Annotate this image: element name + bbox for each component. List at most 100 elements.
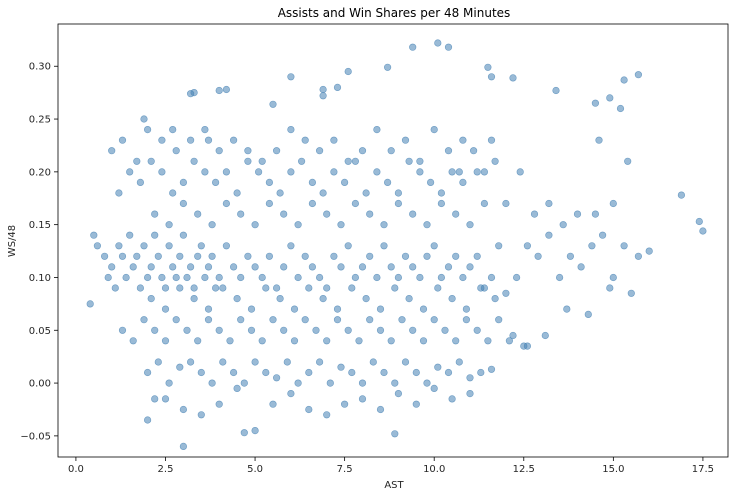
data-point (129, 337, 137, 345)
data-point (423, 221, 431, 229)
data-point (319, 295, 327, 303)
data-point (416, 273, 424, 282)
data-point (154, 358, 162, 366)
data-point (566, 252, 575, 260)
data-point (265, 199, 274, 208)
data-point (588, 242, 596, 250)
data-point (165, 242, 173, 250)
data-point (505, 337, 514, 345)
data-point (401, 252, 410, 260)
data-point (140, 242, 148, 250)
data-point (187, 358, 195, 366)
data-point (430, 242, 438, 250)
data-point (169, 189, 177, 197)
data-point (108, 147, 116, 155)
data-point (466, 374, 474, 382)
data-point (591, 210, 600, 218)
data-point (176, 252, 184, 260)
data-point (387, 337, 395, 345)
data-point (126, 231, 134, 239)
data-point (222, 85, 230, 94)
data-point (376, 326, 385, 334)
data-point (301, 316, 309, 324)
y-tick-label: 0.25 (29, 115, 51, 126)
data-point (179, 231, 187, 239)
data-point (319, 92, 327, 100)
data-point (480, 199, 489, 208)
data-point (473, 326, 481, 334)
data-point (308, 199, 317, 208)
data-point (219, 284, 227, 292)
data-point (323, 411, 331, 419)
data-point (176, 363, 184, 371)
data-point (358, 147, 367, 155)
data-point (337, 363, 345, 371)
data-point (255, 168, 263, 176)
data-point (151, 231, 159, 239)
data-point (222, 199, 230, 208)
data-point (287, 126, 295, 134)
data-point (484, 63, 492, 71)
data-point (491, 295, 499, 303)
data-point (144, 273, 152, 282)
data-point (337, 263, 345, 271)
data-point (330, 136, 338, 144)
x-tick-label: 7.5 (337, 464, 353, 475)
data-point (437, 199, 446, 208)
data-point (265, 178, 274, 186)
data-point (276, 189, 284, 197)
data-point (330, 252, 338, 260)
data-point (204, 263, 213, 271)
data-point (233, 295, 241, 303)
data-point (459, 136, 467, 144)
data-point (258, 337, 266, 345)
data-point (151, 326, 159, 334)
y-tick-label: −0.05 (20, 431, 51, 442)
data-point (401, 358, 410, 366)
data-point (491, 157, 499, 165)
data-point (434, 363, 442, 371)
data-point (258, 157, 266, 165)
data-point (280, 263, 288, 271)
data-point (251, 427, 259, 435)
x-tick-label: 0.0 (68, 464, 84, 475)
data-point (204, 136, 213, 144)
data-point (409, 263, 417, 271)
data-point (118, 136, 127, 144)
data-point (136, 178, 144, 186)
data-point (351, 273, 360, 282)
data-point (244, 147, 252, 155)
points-layer (86, 39, 707, 451)
data-point (111, 284, 119, 292)
data-point (219, 358, 227, 366)
data-point (305, 284, 313, 292)
x-tick-label: 17.5 (692, 464, 714, 475)
data-point (179, 405, 187, 414)
data-point (394, 390, 403, 398)
data-point (391, 430, 399, 438)
data-point (366, 210, 374, 218)
data-point (251, 263, 259, 271)
data-point (201, 126, 209, 134)
data-point (144, 368, 152, 377)
data-point (620, 242, 628, 250)
data-point (140, 115, 148, 123)
data-point (133, 252, 141, 260)
data-point (620, 76, 628, 84)
data-point (190, 157, 198, 165)
data-point (470, 147, 478, 155)
data-point (409, 326, 417, 334)
data-point (151, 395, 159, 403)
data-point (215, 273, 223, 282)
data-point (165, 221, 173, 229)
data-point (606, 94, 614, 102)
data-point (323, 337, 331, 345)
data-point (455, 168, 463, 176)
data-point (233, 189, 241, 197)
data-point (126, 168, 134, 176)
data-point (201, 273, 209, 282)
data-point (477, 284, 485, 292)
data-point (280, 210, 288, 218)
data-point (269, 316, 277, 324)
data-point (144, 126, 152, 134)
